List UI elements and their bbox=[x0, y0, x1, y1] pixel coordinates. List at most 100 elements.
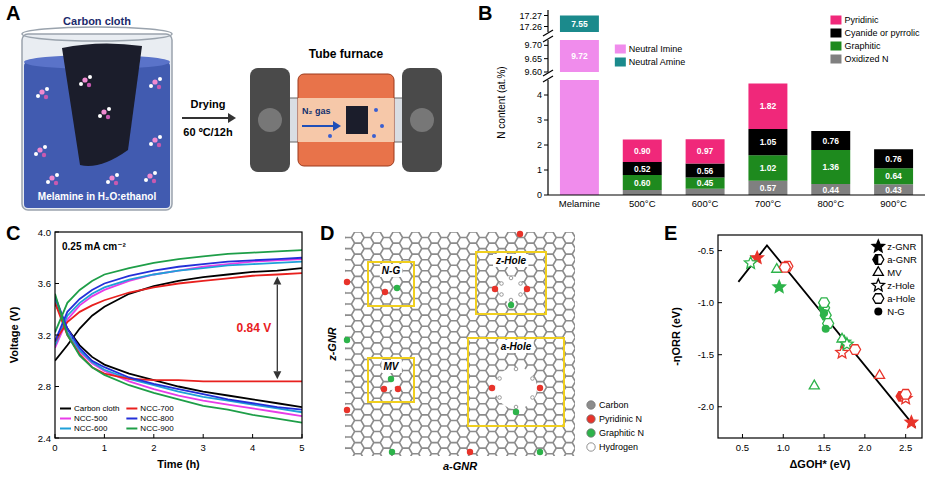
gas-molecule bbox=[372, 134, 376, 138]
bar-segment bbox=[560, 40, 599, 72]
atom bbox=[517, 231, 523, 237]
panel-letter: A bbox=[6, 2, 20, 24]
x-tick-label: Melamine bbox=[559, 198, 600, 209]
molecule-atom bbox=[114, 181, 118, 185]
atom bbox=[519, 282, 523, 286]
atom bbox=[344, 407, 350, 413]
data-label: 0.56 bbox=[697, 166, 714, 176]
atom bbox=[394, 285, 400, 291]
data-label: 0.97 bbox=[697, 146, 714, 156]
x-tick-label: 3 bbox=[201, 442, 206, 453]
legend-line bbox=[60, 428, 71, 430]
legend-label: Graphitic bbox=[844, 41, 881, 51]
gas-molecule bbox=[328, 134, 332, 138]
atom bbox=[531, 377, 535, 381]
data-label: 0.44 bbox=[822, 185, 839, 195]
arrow-head bbox=[273, 276, 281, 284]
y-tick-label: 9.70 bbox=[524, 40, 542, 50]
y-tick bbox=[55, 438, 59, 439]
point bbox=[875, 370, 885, 379]
x-tick-label: 1 bbox=[102, 442, 107, 453]
legend-marker bbox=[874, 308, 882, 316]
y-tick bbox=[718, 250, 722, 251]
y-tick-label: -2.0 bbox=[698, 401, 714, 412]
data-label: 1.82 bbox=[760, 101, 777, 111]
x-axis bbox=[548, 194, 925, 195]
atom bbox=[388, 376, 394, 382]
bar-segment bbox=[560, 16, 599, 33]
bar-segment bbox=[686, 164, 725, 178]
legend-marker bbox=[873, 294, 884, 304]
molecule-atom bbox=[49, 175, 54, 180]
y-tick-label: 17.27 bbox=[519, 11, 542, 21]
data-label: 0.45 bbox=[697, 178, 714, 188]
label: Tube furnace bbox=[309, 47, 384, 61]
site-label: a-Hole bbox=[501, 341, 532, 352]
x-tick-label: 4 bbox=[250, 442, 255, 453]
molecule-atom bbox=[82, 77, 87, 82]
legend-label: Hydrogen bbox=[599, 442, 638, 452]
legend-label: Neutral Amine bbox=[629, 57, 686, 67]
bar-group bbox=[560, 40, 913, 72]
legend-label: z-GNR bbox=[887, 241, 916, 252]
data-label: 0.43 bbox=[885, 185, 902, 195]
marker-outline bbox=[873, 255, 884, 265]
curve bbox=[55, 303, 302, 382]
y-axis-title: Voltage (V) bbox=[8, 306, 20, 363]
data-label: 1.02 bbox=[760, 163, 777, 173]
lines bbox=[55, 250, 302, 423]
gap-arrow bbox=[277, 284, 278, 371]
y-tick-label: -1.5 bbox=[698, 349, 714, 360]
carbon-cloth bbox=[62, 43, 142, 166]
bar-segment bbox=[748, 181, 787, 195]
molecule-atom bbox=[44, 95, 48, 99]
y-tick bbox=[544, 45, 548, 46]
atom bbox=[467, 449, 473, 455]
atom bbox=[381, 386, 387, 392]
legend-marker bbox=[873, 255, 884, 265]
bar-segment bbox=[686, 178, 725, 189]
legend-label: NCC-700 bbox=[140, 404, 174, 413]
bar-segment bbox=[686, 189, 725, 195]
x-tick-label: 0.5 bbox=[736, 442, 749, 453]
y-axis bbox=[547, 40, 548, 72]
curve bbox=[55, 299, 302, 412]
cap-knob bbox=[410, 108, 434, 132]
legend-swatch bbox=[830, 42, 841, 51]
molecule-atom bbox=[45, 87, 49, 91]
molecule-atom bbox=[37, 147, 42, 152]
x-tick-label: 0 bbox=[52, 442, 57, 453]
molecule-atom bbox=[87, 83, 91, 87]
legend-label: Pyridinic bbox=[844, 15, 879, 25]
y-tick-label: 3 bbox=[537, 115, 542, 125]
y-tick-label: 0 bbox=[537, 190, 542, 200]
atom bbox=[531, 396, 535, 400]
molecule-atom bbox=[144, 178, 148, 182]
gas-arrow bbox=[302, 125, 334, 127]
x-tick-label: 5 bbox=[299, 442, 304, 453]
site-box bbox=[368, 262, 414, 306]
beaker-rim bbox=[22, 27, 172, 41]
atom bbox=[395, 386, 401, 392]
process-arrow bbox=[182, 117, 228, 119]
y-tick-label: 3.2 bbox=[38, 330, 51, 341]
molecule-atom bbox=[152, 137, 157, 142]
vacancy bbox=[498, 276, 524, 302]
legend-label: Oxidized N bbox=[844, 54, 888, 64]
legend-swatch bbox=[615, 58, 626, 67]
heater bbox=[298, 74, 394, 166]
atom bbox=[500, 293, 504, 297]
molecule-atom bbox=[157, 143, 161, 147]
tube bbox=[282, 98, 412, 142]
atom bbox=[509, 276, 513, 280]
atom bbox=[513, 409, 519, 415]
legend-label: Pyridinic N bbox=[599, 414, 642, 424]
y-tick-label: 4 bbox=[537, 90, 542, 100]
point bbox=[773, 281, 785, 293]
bar-segment bbox=[874, 184, 913, 195]
curve bbox=[55, 296, 302, 416]
atom bbox=[500, 282, 504, 286]
x-tick bbox=[153, 434, 154, 438]
data-label: 0.60 bbox=[634, 178, 651, 188]
x-tick-label: 2 bbox=[151, 442, 156, 453]
